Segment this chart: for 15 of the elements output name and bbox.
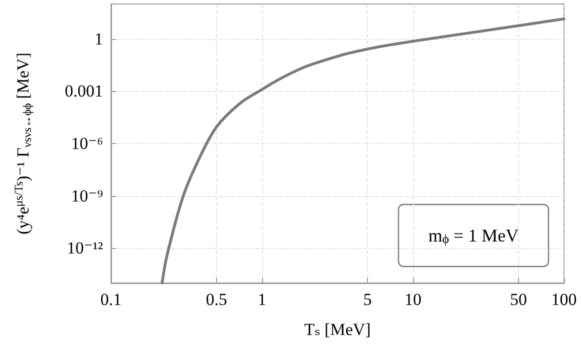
x-axis-title: Tₛ [MeV] <box>304 320 371 339</box>
y-axis-title: (y⁴eμs/Ts)⁻¹ Γνsνs↔ϕϕ [MeV] <box>12 52 34 234</box>
x-tick-label: 0.5 <box>206 290 228 309</box>
annotation: mϕ = 1 MeV <box>428 226 519 246</box>
y-tick-label: 10⁻⁹ <box>71 186 104 206</box>
y-tick-label: 1 <box>94 29 103 48</box>
x-tick-label: 10 <box>404 290 422 309</box>
x-tick-label: 50 <box>510 290 528 309</box>
x-tick-label: 100 <box>551 290 577 309</box>
x-tick-label: 1 <box>258 290 266 309</box>
y-tick-label: 10⁻¹² <box>66 238 103 258</box>
y-tick-label: 0.001 <box>64 82 103 101</box>
x-tick-label: 0.1 <box>100 290 122 309</box>
x-tick-label: 5 <box>363 290 372 309</box>
y-tick-label: 10⁻⁶ <box>71 134 104 153</box>
